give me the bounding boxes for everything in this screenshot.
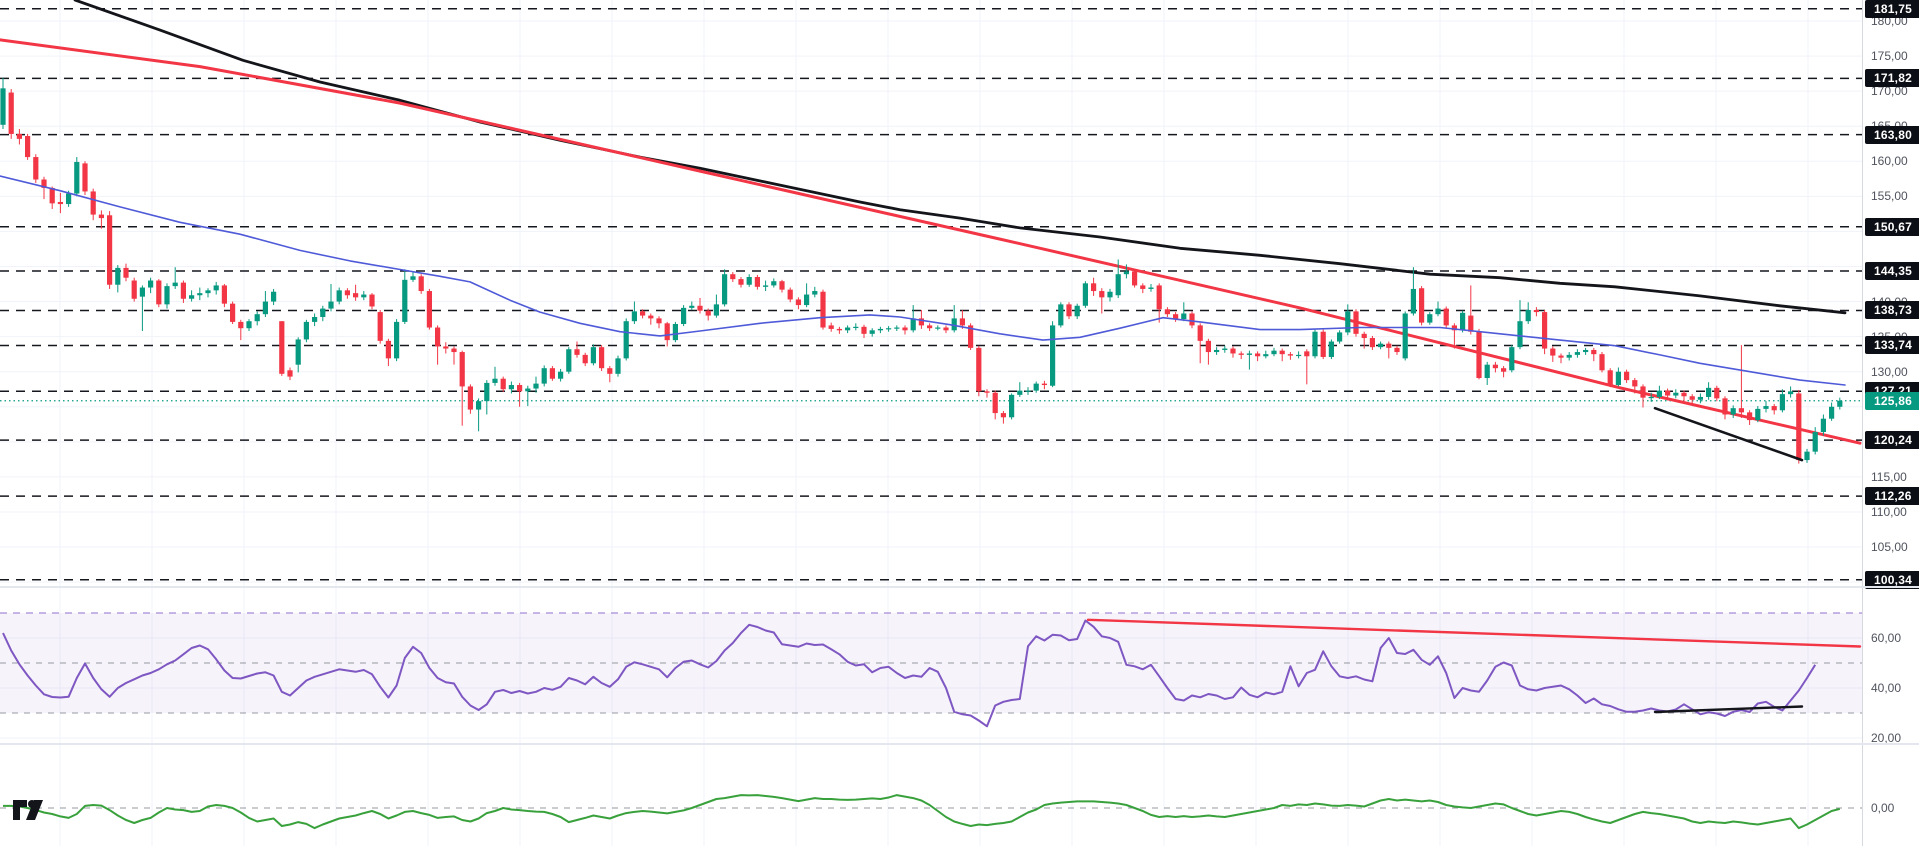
tradingview-logo[interactable] — [12, 798, 52, 822]
price-tick-label: 170,00 — [1871, 84, 1908, 99]
price-tick-label: 175,00 — [1871, 49, 1908, 64]
grid-lines — [0, 0, 1863, 846]
panel-separator-2[interactable] — [0, 743, 1919, 745]
black-trend-segment[interactable] — [1653, 406, 1804, 462]
candles-layer — [0, 77, 1843, 464]
horizontal-level-lines[interactable] — [0, 7, 1863, 581]
price-level-badge: 163,80 — [1865, 125, 1919, 144]
price-tick-label: 110,00 — [1871, 504, 1907, 519]
price-level-badge: 181,75 — [1865, 0, 1919, 18]
last-price-badge: 125,86 — [1865, 391, 1919, 410]
price-level-badge: 133,74 — [1865, 336, 1919, 355]
price-tick-label: 105,00 — [1871, 540, 1908, 555]
oscillator-pane — [3, 794, 1841, 830]
price-level-badge: 138,73 — [1865, 301, 1919, 320]
price-level-badge: 112,26 — [1865, 487, 1919, 506]
price-tick-label: 130,00 — [1871, 364, 1908, 379]
blue-ma-line — [0, 175, 1846, 386]
price-axis[interactable]: 180,00175,00170,00165,00160,00155,00140,… — [1862, 0, 1919, 846]
rsi-band — [0, 612, 1863, 809]
rsi-tick-label: 60,00 — [1871, 631, 1902, 645]
rsi-pane — [2, 618, 1862, 728]
osc-tick-label: 0,00 — [1871, 801, 1895, 815]
rsi-tick-label: 20,00 — [1871, 731, 1902, 745]
price-level-badge: 100,34 — [1865, 570, 1919, 589]
black-ma-line — [73, 0, 1847, 315]
price-tick-label: 115,00 — [1871, 469, 1907, 484]
rsi-tick-label: 40,00 — [1871, 681, 1902, 695]
price-tick-label: 160,00 — [1871, 154, 1908, 169]
panel-separator-1[interactable] — [0, 586, 1919, 588]
price-level-badge: 150,67 — [1865, 217, 1919, 236]
price-level-badge: 144,35 — [1865, 262, 1919, 281]
price-chart-canvas[interactable] — [0, 0, 1863, 846]
price-tick-label: 155,00 — [1871, 189, 1908, 204]
price-level-badge: 171,82 — [1865, 69, 1919, 88]
red-trendline[interactable] — [0, 38, 1862, 445]
price-level-badge: 120,24 — [1865, 431, 1919, 450]
